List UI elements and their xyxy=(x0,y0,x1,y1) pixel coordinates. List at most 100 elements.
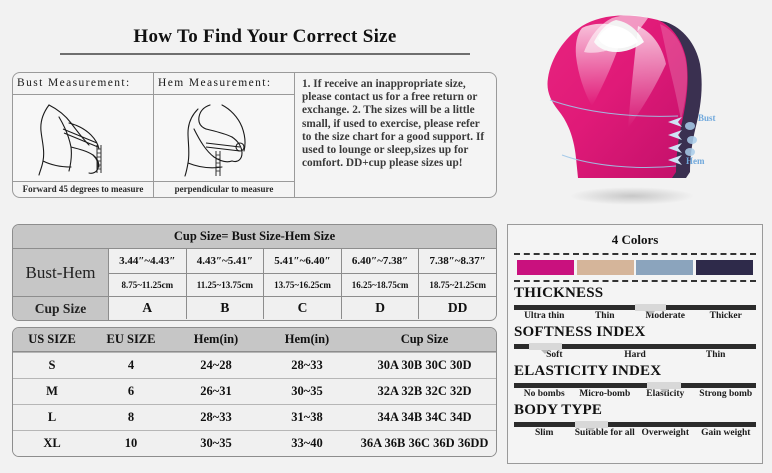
slider-knob[interactable] xyxy=(635,304,667,311)
color-swatch[interactable] xyxy=(636,260,694,275)
column-header: Hem(in) xyxy=(284,332,330,346)
color-swatch[interactable] xyxy=(576,260,634,275)
measurement-panel: Bust Measurement: xyxy=(12,72,497,198)
slider-tick-icon xyxy=(587,428,596,432)
thickness-index: THICKNESS Ultra thin Thin Moderate Thick… xyxy=(514,285,756,321)
index-label: Hard xyxy=(624,350,646,360)
product-photo: Bust Hem xyxy=(520,0,772,215)
hem-measurement-caption: perpendicular to measure xyxy=(154,181,294,197)
table-cell: 36A 36B 36C 36D 36DD xyxy=(360,436,489,450)
color-swatch-list xyxy=(514,255,756,280)
index-label: Gain weight xyxy=(701,428,751,438)
color-swatch[interactable] xyxy=(517,260,574,275)
table-cell: 6 xyxy=(127,384,135,398)
index-label: Strong bomb xyxy=(699,389,753,399)
bust-callout-label: Bust xyxy=(698,113,716,123)
table-cell: 26~31 xyxy=(200,384,232,398)
table-cell: 33~40 xyxy=(291,436,323,450)
cup-table-inches-row: 3.44″~4.43″ 4.43″~5.41″ 5.41″~6.40″ 6.40… xyxy=(109,249,496,273)
table-cell: 6.40″~7.38″ xyxy=(341,249,420,273)
index-label: Elasticity xyxy=(646,389,685,399)
index-title: BODY TYPE xyxy=(514,402,603,418)
index-labels: Ultra thin Thin Moderate Thicker xyxy=(514,311,756,321)
row-label-bust-hem: Bust-Hem xyxy=(25,262,96,282)
column-header: EU SIZE xyxy=(106,332,156,346)
table-cell: 16.25~18.75cm xyxy=(341,273,420,296)
body-type-index: BODY TYPE Slim Suitable for all Overweig… xyxy=(514,402,756,438)
title-divider xyxy=(60,53,470,55)
colors-and-indexes-panel: 4 Colors THICKNESS Ultra thin Thin Moder… xyxy=(507,224,763,464)
table-cell: L xyxy=(47,410,57,424)
table-cell: 7.38″~8.37″ xyxy=(419,249,496,273)
index-slider[interactable] xyxy=(514,421,756,432)
index-title: THICKNESS xyxy=(514,285,604,301)
bust-measurement-caption: Forward 45 degrees to measure xyxy=(13,181,153,197)
table-row: M 6 26~31 30~35 32A 32B 32C 32D xyxy=(13,378,496,404)
cup-table-row-labels: Bust-Hem Cup Size xyxy=(13,249,109,320)
table-cell: B xyxy=(186,296,265,319)
slider-tick-icon xyxy=(541,350,550,354)
index-labels: Soft Hard Thin xyxy=(514,350,756,360)
table-cell: 3.44″~4.43″ xyxy=(109,249,187,273)
index-label: Soft xyxy=(546,350,563,360)
table-cell: DD xyxy=(419,296,496,319)
table-cell: 30A 30B 30C 30D xyxy=(377,358,472,372)
dashed-divider-top xyxy=(514,253,756,255)
table-cell: 30~35 xyxy=(200,436,232,450)
cup-table-cups-row: A B C D DD xyxy=(109,296,496,319)
index-labels: No bombs Micro-bomb Elasticity Strong bo… xyxy=(514,389,756,399)
bust-measurement-header: Bust Measurement: xyxy=(13,73,153,95)
table-cell: 13.75~16.25cm xyxy=(264,273,342,296)
index-label: Micro-bomb xyxy=(579,389,631,399)
index-label: Overweight xyxy=(641,428,690,438)
index-label: Ultra thin xyxy=(524,311,565,321)
slider-knob[interactable] xyxy=(574,421,609,428)
row-label-cup-size: Cup Size xyxy=(13,296,108,320)
table-cell: C xyxy=(264,296,342,319)
slider-tick-icon xyxy=(646,311,655,315)
colors-title: 4 Colors xyxy=(611,232,659,247)
column-header: Hem(in) xyxy=(193,332,239,346)
table-cell: D xyxy=(341,296,420,319)
index-slider[interactable] xyxy=(514,304,756,315)
table-cell: 18.75~21.25cm xyxy=(419,273,496,296)
index-slider[interactable] xyxy=(514,382,756,393)
table-cell: 4.43″~5.41″ xyxy=(186,249,265,273)
page-title: How To Find Your Correct Size xyxy=(133,26,397,47)
us-size-table: US SIZE EU SIZE Hem(in) Hem(in) Cup Size… xyxy=(12,327,497,457)
table-cell: S xyxy=(48,358,56,372)
color-swatch[interactable] xyxy=(695,260,753,275)
table-cell: 8 xyxy=(127,410,135,424)
hem-callout-label: Hem xyxy=(686,156,705,166)
index-labels: Slim Suitable for all Overweight Gain we… xyxy=(514,428,756,438)
column-header: US SIZE xyxy=(28,332,76,346)
instructions-text: 1. If receive an inappropriate size, ple… xyxy=(302,78,485,170)
table-cell: 5.41″~6.40″ xyxy=(264,249,342,273)
elasticity-index: ELASTICITY INDEX No bombs Micro-bomb Ela… xyxy=(514,363,756,399)
cup-size-table-title: Cup Size= Bust Size-Hem Size xyxy=(13,225,496,249)
index-label: Thin xyxy=(594,311,615,321)
table-cell: 11.25~13.75cm xyxy=(186,273,265,296)
index-slider[interactable] xyxy=(514,343,756,354)
slider-knob[interactable] xyxy=(647,382,681,389)
table-cell: 32A 32B 32C 32D xyxy=(377,384,472,398)
dashed-divider-bottom xyxy=(514,280,756,282)
table-cell: XL xyxy=(43,436,61,450)
cup-size-table: Cup Size= Bust Size-Hem Size Bust-Hem Cu… xyxy=(12,224,497,321)
index-title: ELASTICITY INDEX xyxy=(514,363,662,379)
bust-measurement-column: Bust Measurement: xyxy=(13,73,154,197)
index-label: Suitable for all xyxy=(574,428,635,438)
table-row: XL 10 30~35 33~40 36A 36B 36C 36D 36DD xyxy=(13,430,496,456)
hem-measurement-illustration xyxy=(154,95,294,181)
table-cell: A xyxy=(109,296,187,319)
table-row: L 8 28~33 31~38 34A 34B 34C 34D xyxy=(13,404,496,430)
column-header: Cup Size xyxy=(400,332,449,346)
table-cell: 4 xyxy=(127,358,135,372)
table-cell: 31~38 xyxy=(291,410,323,424)
table-cell: 30~35 xyxy=(291,384,323,398)
table-row: S 4 24~28 28~33 30A 30B 30C 30D xyxy=(13,352,496,378)
index-label: Slim xyxy=(535,428,554,438)
bust-measurement-illustration xyxy=(13,95,153,181)
slider-knob[interactable] xyxy=(528,343,563,350)
